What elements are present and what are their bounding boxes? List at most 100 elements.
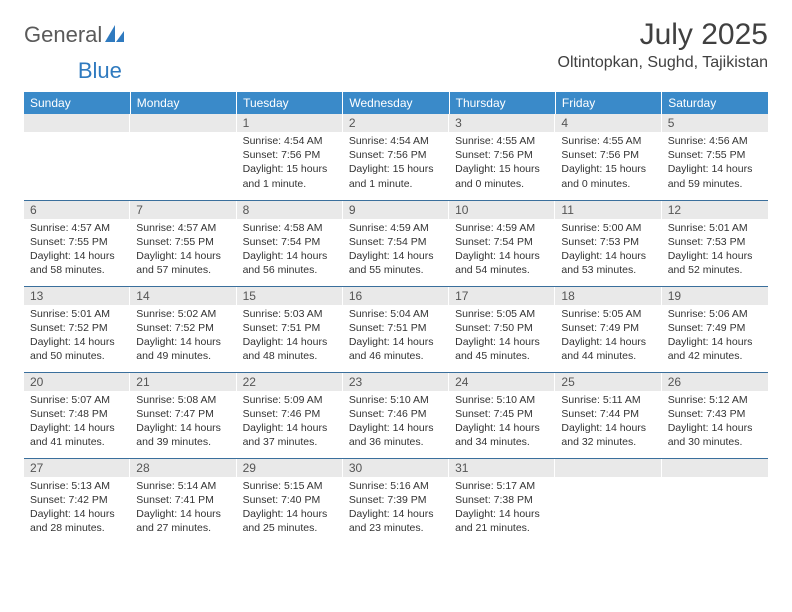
day-number: 20 <box>24 373 130 391</box>
day-number: 6 <box>24 201 130 219</box>
day-line: Sunrise: 4:57 AM <box>30 221 124 235</box>
day-line: and 21 minutes. <box>455 521 549 535</box>
calendar-cell: 28Sunrise: 5:14 AMSunset: 7:41 PMDayligh… <box>130 458 236 544</box>
day-body <box>662 477 768 483</box>
day-line: Daylight: 14 hours <box>243 507 337 521</box>
calendar-page: General July 2025 Oltintopkan, Sughd, Ta… <box>0 0 792 556</box>
day-line: Sunset: 7:44 PM <box>561 407 655 421</box>
calendar-cell: 5Sunrise: 4:56 AMSunset: 7:55 PMDaylight… <box>662 114 768 200</box>
day-number: 30 <box>343 459 449 477</box>
day-line: Sunrise: 5:05 AM <box>455 307 549 321</box>
day-number <box>662 459 768 477</box>
calendar-week-row: 20Sunrise: 5:07 AMSunset: 7:48 PMDayligh… <box>24 372 768 458</box>
day-line: Sunset: 7:51 PM <box>349 321 443 335</box>
calendar-cell: 31Sunrise: 5:17 AMSunset: 7:38 PMDayligh… <box>449 458 555 544</box>
day-line: Daylight: 14 hours <box>136 249 230 263</box>
day-line: and 25 minutes. <box>243 521 337 535</box>
day-number: 22 <box>237 373 343 391</box>
day-number: 27 <box>24 459 130 477</box>
calendar-week-row: 13Sunrise: 5:01 AMSunset: 7:52 PMDayligh… <box>24 286 768 372</box>
calendar-cell: 13Sunrise: 5:01 AMSunset: 7:52 PMDayligh… <box>24 286 130 372</box>
day-line: Sunset: 7:54 PM <box>243 235 337 249</box>
day-line: Sunrise: 4:59 AM <box>349 221 443 235</box>
day-line: Sunset: 7:49 PM <box>668 321 762 335</box>
day-line: Daylight: 15 hours <box>243 162 337 176</box>
day-line: Sunrise: 4:55 AM <box>561 134 655 148</box>
day-body: Sunrise: 5:15 AMSunset: 7:40 PMDaylight:… <box>237 477 343 540</box>
day-line: Sunrise: 4:59 AM <box>455 221 549 235</box>
weekday-header: Sunday <box>24 92 130 114</box>
day-line: Sunset: 7:56 PM <box>349 148 443 162</box>
day-line: Sunrise: 5:06 AM <box>668 307 762 321</box>
calendar-cell: 25Sunrise: 5:11 AMSunset: 7:44 PMDayligh… <box>555 372 661 458</box>
day-line: Sunrise: 4:57 AM <box>136 221 230 235</box>
location-text: Oltintopkan, Sughd, Tajikistan <box>558 54 769 72</box>
day-line: and 55 minutes. <box>349 263 443 277</box>
day-line: Sunrise: 5:16 AM <box>349 479 443 493</box>
day-line: Sunrise: 5:10 AM <box>455 393 549 407</box>
calendar-week-row: 6Sunrise: 4:57 AMSunset: 7:55 PMDaylight… <box>24 200 768 286</box>
calendar-cell: 20Sunrise: 5:07 AMSunset: 7:48 PMDayligh… <box>24 372 130 458</box>
day-line: Daylight: 14 hours <box>136 507 230 521</box>
calendar-cell: 26Sunrise: 5:12 AMSunset: 7:43 PMDayligh… <box>662 372 768 458</box>
day-line: Daylight: 14 hours <box>349 335 443 349</box>
calendar-cell: 29Sunrise: 5:15 AMSunset: 7:40 PMDayligh… <box>237 458 343 544</box>
day-number <box>555 459 661 477</box>
day-line: and 57 minutes. <box>136 263 230 277</box>
day-line: and 49 minutes. <box>136 349 230 363</box>
day-line: Sunset: 7:39 PM <box>349 493 443 507</box>
calendar-cell: 10Sunrise: 4:59 AMSunset: 7:54 PMDayligh… <box>449 200 555 286</box>
day-body: Sunrise: 5:11 AMSunset: 7:44 PMDaylight:… <box>555 391 661 454</box>
day-line: and 42 minutes. <box>668 349 762 363</box>
day-body: Sunrise: 4:54 AMSunset: 7:56 PMDaylight:… <box>343 132 449 195</box>
day-line: Daylight: 14 hours <box>349 249 443 263</box>
calendar-head: SundayMondayTuesdayWednesdayThursdayFrid… <box>24 92 768 114</box>
day-number: 1 <box>237 114 343 132</box>
day-line: Sunset: 7:46 PM <box>243 407 337 421</box>
day-line: Sunset: 7:41 PM <box>136 493 230 507</box>
day-line: Sunrise: 5:10 AM <box>349 393 443 407</box>
calendar-cell: 8Sunrise: 4:58 AMSunset: 7:54 PMDaylight… <box>237 200 343 286</box>
day-number: 5 <box>662 114 768 132</box>
weekday-header: Saturday <box>662 92 768 114</box>
day-line: Sunrise: 5:15 AM <box>243 479 337 493</box>
weekday-header: Friday <box>555 92 661 114</box>
brand-part1: General <box>24 22 102 48</box>
day-number: 16 <box>343 287 449 305</box>
day-line: Sunset: 7:54 PM <box>455 235 549 249</box>
day-line: Daylight: 14 hours <box>136 335 230 349</box>
day-line: Daylight: 14 hours <box>668 421 762 435</box>
day-line: and 52 minutes. <box>668 263 762 277</box>
day-line: Sunset: 7:53 PM <box>668 235 762 249</box>
day-line: Daylight: 14 hours <box>349 507 443 521</box>
day-line: and 34 minutes. <box>455 435 549 449</box>
day-body: Sunrise: 4:57 AMSunset: 7:55 PMDaylight:… <box>24 219 130 282</box>
day-line: Sunrise: 5:08 AM <box>136 393 230 407</box>
day-line: Sunset: 7:54 PM <box>349 235 443 249</box>
day-line: Sunrise: 4:55 AM <box>455 134 549 148</box>
day-line: Daylight: 14 hours <box>30 335 124 349</box>
calendar-cell: 15Sunrise: 5:03 AMSunset: 7:51 PMDayligh… <box>237 286 343 372</box>
day-body: Sunrise: 5:05 AMSunset: 7:50 PMDaylight:… <box>449 305 555 368</box>
day-line: Daylight: 15 hours <box>349 162 443 176</box>
day-body: Sunrise: 5:14 AMSunset: 7:41 PMDaylight:… <box>130 477 236 540</box>
day-body: Sunrise: 5:08 AMSunset: 7:47 PMDaylight:… <box>130 391 236 454</box>
day-body: Sunrise: 4:54 AMSunset: 7:56 PMDaylight:… <box>237 132 343 195</box>
day-line: and 0 minutes. <box>561 177 655 191</box>
day-line: and 50 minutes. <box>30 349 124 363</box>
day-line: Sunset: 7:38 PM <box>455 493 549 507</box>
day-line: Sunset: 7:43 PM <box>668 407 762 421</box>
weekday-header: Tuesday <box>237 92 343 114</box>
day-body: Sunrise: 5:12 AMSunset: 7:43 PMDaylight:… <box>662 391 768 454</box>
calendar-cell: 21Sunrise: 5:08 AMSunset: 7:47 PMDayligh… <box>130 372 236 458</box>
day-line: Sunrise: 5:02 AM <box>136 307 230 321</box>
calendar-cell-empty <box>662 458 768 544</box>
day-number: 9 <box>343 201 449 219</box>
day-number: 10 <box>449 201 555 219</box>
day-line: Sunset: 7:47 PM <box>136 407 230 421</box>
calendar-cell: 23Sunrise: 5:10 AMSunset: 7:46 PMDayligh… <box>343 372 449 458</box>
day-line: and 58 minutes. <box>30 263 124 277</box>
day-line: Sunset: 7:55 PM <box>668 148 762 162</box>
day-line: Sunrise: 5:03 AM <box>243 307 337 321</box>
calendar-cell: 12Sunrise: 5:01 AMSunset: 7:53 PMDayligh… <box>662 200 768 286</box>
